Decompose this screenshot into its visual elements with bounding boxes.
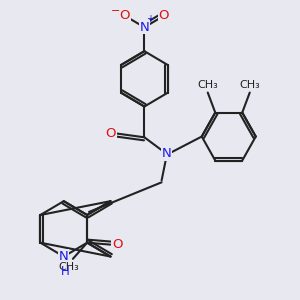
Text: N: N (140, 21, 149, 34)
Text: N: N (161, 147, 171, 160)
Text: O: O (112, 238, 122, 251)
Text: O: O (105, 127, 116, 140)
Text: CH₃: CH₃ (239, 80, 260, 90)
Text: +: + (146, 14, 154, 24)
Text: O: O (159, 9, 169, 22)
Text: O: O (120, 9, 130, 22)
Text: H: H (61, 265, 70, 278)
Text: N: N (59, 250, 69, 263)
Text: CH₃: CH₃ (197, 80, 218, 90)
Text: −: − (111, 6, 120, 16)
Text: CH₃: CH₃ (58, 262, 79, 272)
